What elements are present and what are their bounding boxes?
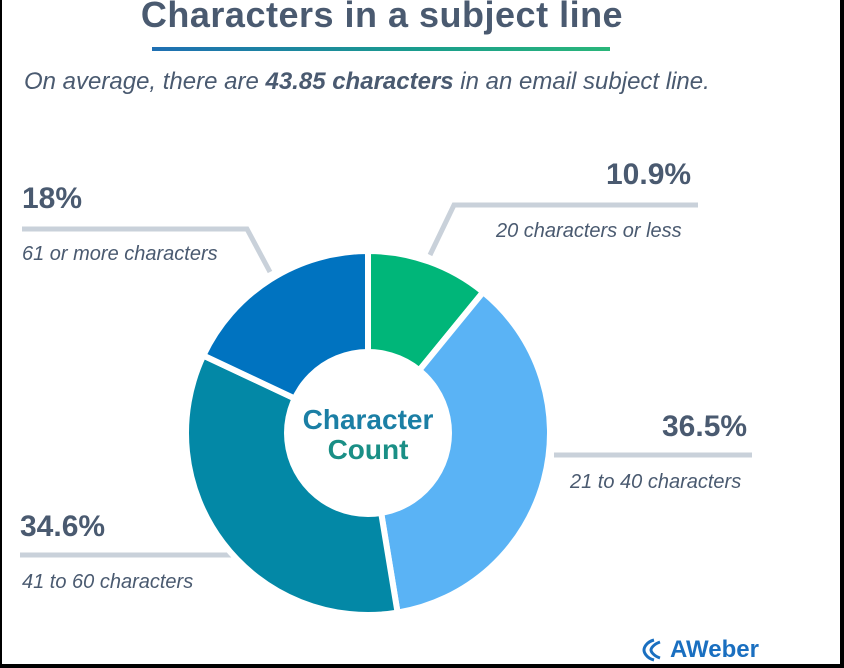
slice-category-label-1: 21 to 40 characters bbox=[570, 471, 742, 493]
slice-category-label-2: 41 to 60 characters bbox=[22, 571, 194, 593]
slice-category-label-3: 61 or more characters bbox=[22, 243, 218, 265]
aweber-logo: AWeber bbox=[642, 636, 759, 664]
slice-value-label-0: 10.9% bbox=[606, 158, 692, 191]
slice-value-label-2: 34.6% bbox=[20, 510, 106, 543]
donut-hole bbox=[284, 349, 452, 517]
center-label-line1: Character bbox=[302, 404, 434, 435]
aweber-logo-icon bbox=[642, 638, 661, 662]
subtitle-highlight: 43.85 characters bbox=[265, 68, 454, 95]
leader-lines bbox=[20, 202, 752, 558]
chart-title: Characters in a subject line bbox=[140, 0, 624, 35]
leader-line-0 bbox=[427, 202, 698, 257]
leader-line-3 bbox=[22, 226, 273, 274]
subtitle-prefix: On average, there are bbox=[24, 68, 266, 95]
aweber-logo-text: AWeber bbox=[670, 636, 759, 663]
chart-subtitle: On average, there are 43.85 characters i… bbox=[24, 68, 710, 96]
slice-value-label-1: 36.5% bbox=[662, 410, 748, 443]
center-label-line2: Count bbox=[327, 434, 409, 465]
donut-slice-2 bbox=[183, 351, 402, 618]
slice-category-label-0: 20 characters or less bbox=[496, 220, 682, 242]
subtitle-suffix: in an email subject line. bbox=[453, 68, 710, 95]
donut-center-label: Character Count bbox=[278, 405, 458, 465]
title-underline bbox=[152, 47, 610, 51]
donut-slice-1 bbox=[364, 287, 553, 617]
slice-value-label-3: 18% bbox=[22, 182, 83, 215]
